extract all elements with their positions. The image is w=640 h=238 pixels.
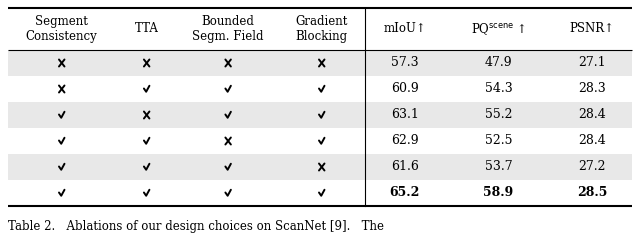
Text: 27.1: 27.1 — [579, 56, 606, 69]
Text: 60.9: 60.9 — [391, 83, 419, 95]
Text: Gradient
Blocking: Gradient Blocking — [296, 15, 348, 43]
Text: 28.5: 28.5 — [577, 187, 607, 199]
Bar — [8, 50, 632, 76]
Text: 65.2: 65.2 — [390, 187, 420, 199]
Bar — [8, 154, 632, 180]
Text: PSNR↑: PSNR↑ — [570, 23, 614, 35]
Text: 28.4: 28.4 — [579, 109, 606, 122]
Text: 62.9: 62.9 — [391, 134, 419, 148]
Text: 47.9: 47.9 — [484, 56, 513, 69]
Text: 53.7: 53.7 — [484, 160, 513, 174]
Text: PQ$^{\mathrm{scene}}$ ↑: PQ$^{\mathrm{scene}}$ ↑ — [471, 21, 526, 37]
Text: 55.2: 55.2 — [484, 109, 512, 122]
Text: 63.1: 63.1 — [391, 109, 419, 122]
Text: 58.9: 58.9 — [483, 187, 514, 199]
Bar — [8, 102, 632, 128]
Text: 57.3: 57.3 — [391, 56, 419, 69]
Text: 52.5: 52.5 — [484, 134, 512, 148]
Text: TTA: TTA — [135, 23, 159, 35]
Text: mIoU↑: mIoU↑ — [383, 23, 426, 35]
Text: Segment
Consistency: Segment Consistency — [26, 15, 98, 43]
Text: 61.6: 61.6 — [391, 160, 419, 174]
Text: 28.3: 28.3 — [579, 83, 606, 95]
Text: 28.4: 28.4 — [579, 134, 606, 148]
Text: 27.2: 27.2 — [579, 160, 606, 174]
Text: Bounded
Segm. Field: Bounded Segm. Field — [193, 15, 264, 43]
Text: 54.3: 54.3 — [484, 83, 513, 95]
Text: Table 2.   Ablations of our design choices on ScanNet [9].   The: Table 2. Ablations of our design choices… — [8, 220, 384, 233]
